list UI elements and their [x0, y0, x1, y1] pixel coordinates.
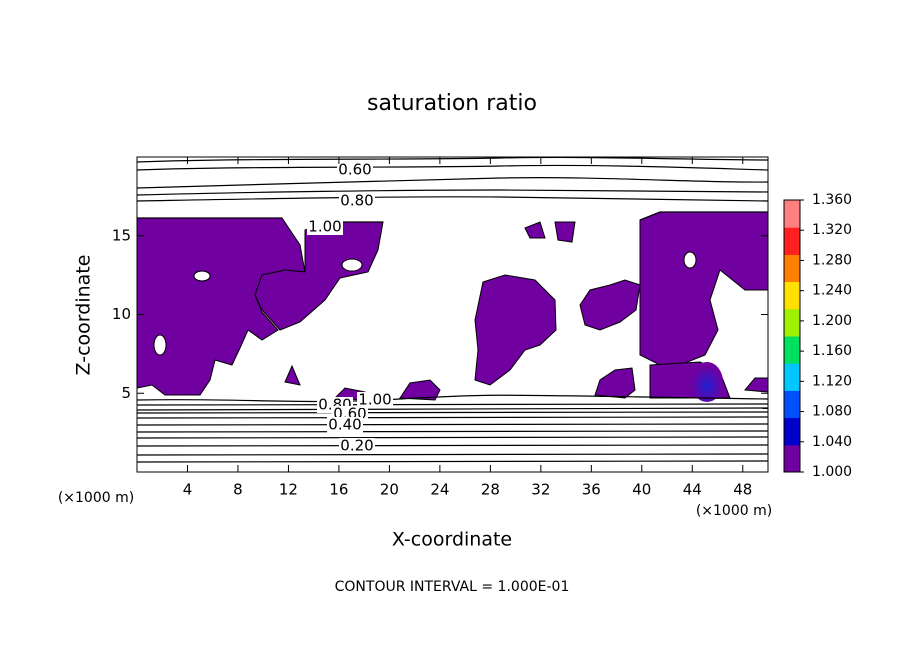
x-tick-label: 20 [380, 481, 399, 499]
x-tick-label: 24 [430, 481, 449, 499]
contour-label-bg [337, 162, 373, 178]
y-tick-label: 10 [112, 305, 131, 323]
region-holes [153, 251, 697, 356]
x-tick-label: 44 [683, 481, 702, 499]
contour-label: 0.60 [338, 161, 371, 179]
saturated-regions [136, 211, 769, 401]
x-tick-label: 28 [481, 481, 500, 499]
colorbar-swatch [784, 308, 800, 337]
colorbar-tick-label: 1.320 [812, 222, 852, 238]
contour-label-bg [307, 219, 343, 235]
contour-line [136, 156, 769, 163]
contour-line [136, 453, 769, 456]
x-tick-label: 36 [582, 481, 601, 499]
colorbar-tick-label: 1.080 [812, 404, 852, 420]
contour-line [136, 394, 769, 403]
contour-label-bg [327, 417, 363, 433]
contour-line [136, 407, 769, 411]
x-tick-label: 48 [733, 481, 752, 499]
contour-label-bg [339, 193, 375, 209]
y-unit-label: (×1000 m) [58, 490, 134, 506]
colorbar-swatch [784, 444, 800, 473]
colorbar-swatch [784, 281, 800, 310]
contour-label: 1.00 [358, 391, 391, 409]
contour-line [136, 423, 769, 426]
colorbar-swatch [784, 227, 800, 255]
contour-label: 1.00 [308, 218, 341, 236]
colorbar-tick-label: 1.040 [812, 434, 852, 450]
x-tick-label: 32 [531, 481, 550, 499]
x-tick-label: 16 [329, 481, 348, 499]
contour-line [136, 189, 769, 196]
contour-line [136, 460, 769, 463]
contour-lines [136, 156, 769, 463]
contour-label: 0.40 [328, 416, 361, 434]
contour-label: 0.80 [340, 192, 373, 210]
chart-title: saturation ratio [367, 91, 537, 116]
x-tick-label: 8 [233, 481, 243, 499]
x-axis-label: X-coordinate [392, 529, 512, 551]
colorbar-swatch [784, 200, 800, 228]
colorbar-tick-label: 1.160 [812, 343, 852, 359]
y-tick-label: 15 [112, 226, 131, 244]
colorbar-tick-label: 1.280 [812, 252, 852, 268]
y-axis-label: Z-coordinate [73, 255, 95, 376]
colorbar-swatch [784, 390, 800, 419]
contour-line [136, 436, 769, 439]
hole [341, 258, 363, 272]
colorbar-swatch [784, 417, 800, 446]
colorbar-tick-label: 1.120 [812, 373, 852, 389]
contour-line [136, 403, 769, 406]
contour-label-bg [357, 392, 393, 408]
colorbar-tick-label: 1.240 [812, 283, 852, 299]
x-tick-label: 4 [183, 481, 193, 499]
colorbar-swatch [784, 254, 800, 283]
colorbar-tick-label: 1.360 [812, 192, 852, 208]
contour-line [136, 444, 769, 447]
contour-label-bg [339, 438, 375, 454]
contour-label: 0.20 [340, 437, 373, 455]
contour-line [136, 177, 769, 189]
colorbar-tick-label: 1.000 [812, 464, 852, 480]
colorbar-swatch [784, 336, 800, 364]
y-tick-label: 5 [121, 384, 131, 402]
colorbar-tick-label: 1.200 [812, 313, 852, 329]
contour-line [136, 430, 769, 433]
hole [683, 251, 697, 269]
contour-line [136, 411, 769, 414]
x-tick-label: 12 [279, 481, 298, 499]
hole [193, 270, 211, 282]
x-unit-label: (×1000 m) [696, 503, 772, 519]
colorbar-swatch [784, 363, 800, 391]
x-tick-label: 40 [632, 481, 651, 499]
footnote: CONTOUR INTERVAL = 1.000E-01 [335, 579, 570, 595]
contour-line [136, 196, 769, 202]
hole [153, 334, 167, 356]
contour-line [136, 164, 769, 171]
supersaturation-core [691, 362, 723, 402]
colorbar-frame [783, 199, 801, 473]
contour-line [136, 416, 769, 419]
